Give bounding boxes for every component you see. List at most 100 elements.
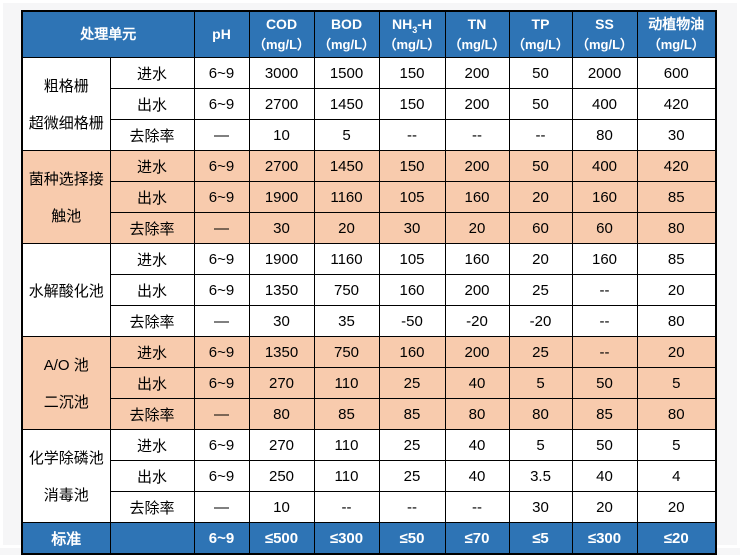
value-cell: 25 [508, 336, 573, 368]
value-cell: 80 [636, 212, 717, 244]
unit-name-cell: 菌种选择接 触池 [21, 150, 111, 244]
standard-value-cell: ≤20 [636, 522, 717, 555]
value-cell: 80 [508, 398, 573, 430]
value-cell: 200 [444, 336, 510, 368]
value-cell: 200 [444, 150, 510, 182]
flow-label-cell: 出水 [109, 274, 195, 306]
value-cell: -- [313, 491, 380, 523]
value-cell: 6~9 [193, 243, 250, 275]
value-cell: 6~9 [193, 274, 250, 306]
value-cell: 80 [636, 398, 717, 430]
value-cell: 40 [571, 460, 638, 492]
value-cell: 420 [636, 150, 717, 182]
value-cell: -- [378, 491, 446, 523]
table-row: 去除率 — 30 35 -50 -20 -20 -- 80 [22, 305, 717, 337]
value-cell: 30 [508, 491, 573, 523]
value-cell: 30 [248, 305, 315, 337]
param-name: NH3-H [391, 16, 433, 36]
value-cell: -- [571, 336, 638, 368]
value-cell: 25 [378, 460, 446, 492]
value-cell: 160 [571, 243, 638, 275]
value-cell: 250 [248, 460, 315, 492]
value-cell: 6~9 [193, 150, 250, 182]
standard-value-cell: ≤50 [378, 522, 446, 555]
value-cell: 6~9 [193, 429, 250, 461]
value-cell: 5 [636, 429, 717, 461]
table-row: 去除率 — 30 20 30 20 60 60 80 [22, 212, 717, 244]
value-cell: 105 [378, 243, 446, 275]
value-cell: 60 [571, 212, 638, 244]
value-cell: 40 [444, 460, 510, 492]
value-cell: — [193, 119, 250, 151]
param-name: SS [595, 16, 614, 33]
value-cell: 20 [508, 243, 573, 275]
value-cell: 1350 [248, 336, 315, 368]
value-cell: -- [571, 274, 638, 306]
value-cell: 6~9 [193, 367, 250, 399]
table-row: 化学除磷池 消毒池 进水 6~9 270 110 25 40 5 50 5 [21, 429, 717, 523]
unit-name-cell: 水解酸化池 [21, 243, 111, 337]
value-cell: 750 [313, 336, 380, 368]
unit-name-cell: 粗格栅 超微细格栅 [21, 57, 111, 151]
value-cell: 3.5 [508, 460, 573, 492]
table-row: 出水 6~9 2700 1450 150 200 50 400 420 [22, 88, 717, 120]
value-cell: — [193, 212, 250, 244]
value-cell: 20 [313, 212, 380, 244]
standard-value-cell: 6~9 [193, 522, 250, 555]
value-cell: 20 [444, 212, 510, 244]
table-row: 菌种选择接 触池 进水 6~9 2700 1450 150 200 50 400 … [21, 150, 717, 244]
value-cell: 25 [378, 367, 446, 399]
column-header-oil: 动植物油 （mg/L） [636, 10, 717, 58]
table-row: 出水 6~9 270 110 25 40 5 50 5 [22, 367, 717, 399]
value-cell: 2000 [571, 57, 638, 89]
value-cell: 1900 [248, 243, 315, 275]
value-cell: 600 [636, 57, 717, 89]
standard-row: 标准 6~9 ≤500 ≤300 ≤50 ≤70 ≤5 ≤300 ≤20 [21, 522, 717, 555]
table-row: 去除率 — 80 85 85 80 80 85 80 [22, 398, 717, 430]
value-cell: 85 [571, 398, 638, 430]
flow-label-cell: 出水 [109, 460, 195, 492]
param-unit: （mg/L） [647, 37, 705, 53]
value-cell: 160 [444, 243, 510, 275]
flow-label-cell: 去除率 [109, 491, 195, 523]
value-cell: 3000 [248, 57, 315, 89]
unit-name-cell: A/O 池二沉池 [21, 336, 111, 430]
value-cell: 270 [248, 429, 315, 461]
table-row: 标准 6~9 ≤500 ≤300 ≤50 ≤70 ≤5 ≤300 ≤20 [21, 522, 717, 555]
value-cell: 270 [248, 367, 315, 399]
value-cell: 30 [636, 119, 717, 151]
value-cell: 10 [248, 119, 315, 151]
value-cell: 400 [571, 150, 638, 182]
value-cell: 5 [508, 367, 573, 399]
standard-value-cell: ≤70 [444, 522, 510, 555]
standard-value-cell: ≤300 [313, 522, 380, 555]
table-row: 粗格栅 超微细格栅 进水 6~9 3000 1500 150 200 50 200… [21, 57, 717, 151]
table-header: 处理单元 pH COD （mg/L） BOD （mg/L） NH3-H （mg/… [21, 10, 717, 58]
value-cell: 2700 [248, 150, 315, 182]
value-cell: 110 [313, 460, 380, 492]
flow-label-cell: 出水 [109, 88, 195, 120]
param-name: TP [531, 16, 550, 33]
value-cell: 160 [378, 336, 446, 368]
column-header-nh3h: NH3-H （mg/L） [378, 10, 446, 58]
value-cell: 6~9 [193, 336, 250, 368]
flow-label-cell: 进水 [109, 57, 195, 89]
group-hydrolysis-acidification-tank: 水解酸化池 进水 6~9 1900 1160 105 160 20 160 85… [21, 243, 717, 337]
value-cell: 105 [378, 181, 446, 213]
param-name: COD [265, 16, 298, 33]
group-phosphorus-disinfection-tank: 化学除磷池 消毒池 进水 6~9 270 110 25 40 5 50 5 出水 … [21, 429, 717, 523]
value-cell: — [193, 491, 250, 523]
value-cell: 60 [508, 212, 573, 244]
treatment-data-table: 处理单元 pH COD （mg/L） BOD （mg/L） NH3-H （mg/… [21, 10, 717, 555]
value-cell: 6~9 [193, 181, 250, 213]
standard-value-cell: ≤500 [248, 522, 315, 555]
value-cell: 85 [636, 181, 717, 213]
table-row: A/O 池二沉池 进水 6~9 1350 750 160 200 25 -- 2… [21, 336, 717, 430]
value-cell: 40 [444, 429, 510, 461]
flow-label-cell: 去除率 [109, 212, 195, 244]
value-cell: 6~9 [193, 57, 250, 89]
value-cell: 80 [571, 119, 638, 151]
value-cell: -- [571, 305, 638, 337]
param-unit: （mg/L） [448, 37, 506, 53]
table-row: 去除率 — 10 -- -- -- 30 20 20 [22, 491, 717, 523]
